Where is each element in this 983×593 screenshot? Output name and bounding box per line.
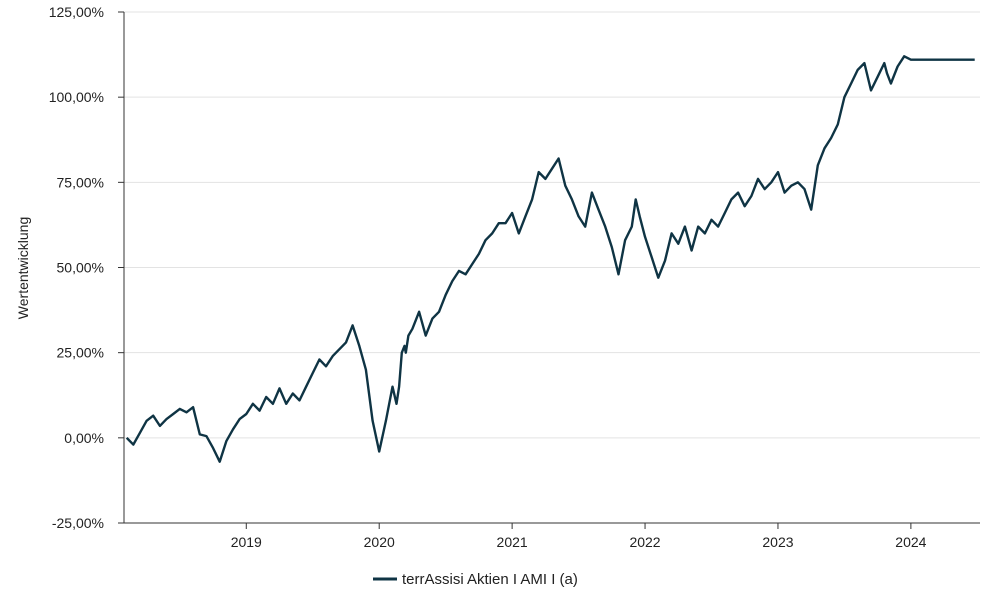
y-tick-label: 125,00% [49,4,104,20]
y-tick-label: 0,00% [64,430,104,446]
legend: terrAssisi Aktien I AMI I (a) [373,571,578,588]
y-tick-label: 100,00% [49,89,104,105]
gridlines [124,11,980,439]
x-tick-label: 2023 [762,534,793,550]
x-axis-ticks: 2019 2020 2021 2022 2023 2024 [231,523,927,550]
x-tick-label: 2021 [497,534,528,550]
y-tick-label: -25,00% [52,515,104,531]
y-tick-label: 50,00% [57,260,104,276]
series-line-terrassisi [125,55,975,463]
y-tick-label: 75,00% [57,174,104,190]
y-axis-label: Wertentwicklung [15,217,31,319]
legend-entry: terrAssisi Aktien I AMI I (a) [402,571,578,588]
x-tick-label: 2020 [364,534,395,550]
y-axis-ticks: -25,00% 0,00% 25,00% 50,00% 75,00% 100,00% 125… [49,4,124,531]
y-tick-label: 25,00% [57,345,104,361]
x-tick-label: 2019 [231,534,262,550]
x-tick-label: 2024 [895,534,926,550]
x-tick-label: 2022 [629,534,660,550]
